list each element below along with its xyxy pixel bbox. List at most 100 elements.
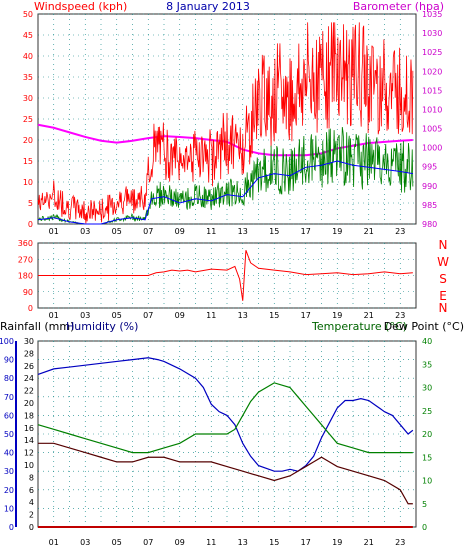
humidity-tick-label: 14 [24, 436, 34, 445]
rain-tick-label: 80 [4, 374, 14, 383]
temperature-tick-label: 35 [422, 360, 432, 369]
temperature-tick-label: 0 [422, 523, 427, 532]
x-tick-label: 05 [112, 227, 122, 236]
barometer-tick-label: 1015 [422, 86, 442, 95]
windspeed-axis-title: Windspeed (kph) [34, 0, 127, 13]
direction-tick-label: 360 [18, 239, 33, 248]
temperature-tick-label: 20 [422, 430, 432, 439]
x-tick-label: 07 [143, 311, 153, 320]
x-tick-label: 09 [175, 311, 185, 320]
barometer-tick-label: 1000 [422, 144, 442, 153]
x-tick-label: 03 [80, 227, 90, 236]
humidity-tick-label: 16 [24, 424, 34, 433]
windspeed-tick-label: 15 [23, 157, 33, 166]
windspeed-tick-label: 30 [23, 94, 33, 103]
humidity-axis-title: Humidity (%) [66, 320, 138, 333]
barometer-tick-label: 980 [422, 220, 437, 229]
temperature-tick-label: 30 [422, 384, 432, 393]
temp-series-line [38, 442, 413, 505]
humidity-series-line [37, 357, 414, 472]
x-tick-label: 19 [332, 538, 342, 547]
x-tick-label: 15 [269, 227, 279, 236]
humidity-tick-label: 10 [24, 461, 34, 470]
direction-tick-label: 90 [23, 288, 33, 297]
x-tick-label: 11 [206, 311, 216, 320]
temperature-tick-label: 5 [422, 500, 427, 509]
direction-label-w: W [437, 255, 449, 269]
x-tick-label: 21 [364, 227, 374, 236]
x-tick-label: 17 [301, 227, 311, 236]
rain-tick-label: 60 [4, 411, 14, 420]
x-tick-label: 23 [395, 311, 405, 320]
x-tick-label: 23 [395, 227, 405, 236]
x-tick-label: 11 [206, 227, 216, 236]
x-tick-label: 17 [301, 311, 311, 320]
humidity-tick-label: 26 [24, 362, 34, 371]
rain-tick-label: 40 [4, 449, 14, 458]
barometer-tick-label: 1030 [422, 29, 442, 38]
x-tick-label: 19 [332, 227, 342, 236]
humidity-tick-label: 24 [24, 374, 34, 383]
x-tick-label: 15 [269, 538, 279, 547]
windspeed-tick-label: 50 [23, 10, 33, 19]
windspeed-tick-label: 10 [23, 178, 33, 187]
wind-gust-line [37, 22, 414, 224]
direction-tick-label: 0 [28, 304, 33, 313]
x-tick-label: 09 [175, 227, 185, 236]
humidity-tick-label: 20 [24, 399, 34, 408]
humidity-tick-label: 4 [29, 498, 34, 507]
dewpoint-axis-title: Dew Point (°C) [384, 320, 464, 333]
direction-label-n: N [439, 238, 448, 252]
x-tick-label: 03 [80, 538, 90, 547]
temperature-tick-label: 15 [422, 453, 432, 462]
barometer-tick-label: 1005 [422, 125, 442, 134]
humidity-tick-label: 18 [24, 411, 34, 420]
barometer-tick-label: 1010 [422, 105, 442, 114]
rain-tick-label: 30 [4, 467, 14, 476]
x-tick-label: 07 [143, 227, 153, 236]
humidity-tick-label: 2 [29, 511, 34, 520]
barometer-tick-label: 1035 [422, 10, 442, 19]
humidity-tick-label: 12 [24, 449, 34, 458]
windspeed-tick-label: 20 [23, 136, 33, 145]
barometer-tick-label: 985 [422, 201, 437, 210]
temperature-tick-label: 25 [422, 407, 432, 416]
x-tick-label: 09 [175, 538, 185, 547]
x-tick-label: 13 [238, 227, 248, 236]
barometer-tick-label: 1025 [422, 48, 442, 57]
rain-tick-label: 70 [4, 393, 14, 402]
x-tick-label: 05 [112, 538, 122, 547]
x-tick-label: 01 [49, 311, 59, 320]
chart-title: 8 January 2013 [166, 0, 250, 13]
windspeed-tick-label: 40 [23, 52, 33, 61]
temp-series-line [37, 382, 413, 454]
x-tick-label: 03 [80, 311, 90, 320]
x-tick-label: 01 [49, 538, 59, 547]
direction-label-e: E [439, 289, 447, 303]
x-tick-label: 11 [206, 538, 216, 547]
windspeed-tick-label: 5 [28, 199, 33, 208]
windspeed-tick-label: 35 [23, 73, 33, 82]
humidity-tick-label: 28 [24, 349, 34, 358]
barometer-tick-label: 1020 [422, 67, 442, 76]
humidity-tick-label: 6 [29, 486, 34, 495]
rain-tick-label: 50 [4, 430, 14, 439]
temperature-tick-label: 10 [422, 477, 432, 486]
wind-direction-line [38, 250, 413, 301]
x-tick-label: 05 [112, 311, 122, 320]
x-tick-label: 01 [49, 227, 59, 236]
rain-tick-label: 20 [4, 486, 14, 495]
direction-label-n-bottom: N [439, 301, 448, 315]
x-tick-label: 21 [364, 311, 374, 320]
x-tick-label: 17 [301, 538, 311, 547]
x-tick-label: 13 [238, 311, 248, 320]
barometer-tick-label: 990 [422, 182, 437, 191]
x-tick-label: 19 [332, 311, 342, 320]
data-series [37, 22, 414, 528]
temperature-axis-title: Temperature (°C) [311, 320, 407, 333]
direction-tick-label: 270 [18, 255, 33, 264]
rain-tick-label: 10 [4, 504, 14, 513]
windspeed-trend-line [37, 160, 413, 225]
